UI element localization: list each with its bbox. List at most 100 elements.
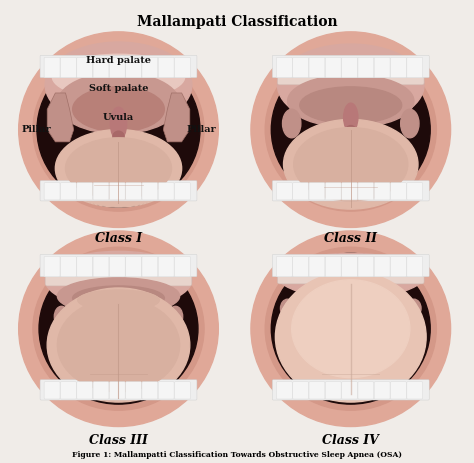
- Ellipse shape: [37, 52, 200, 207]
- FancyBboxPatch shape: [61, 257, 76, 277]
- FancyBboxPatch shape: [93, 257, 109, 277]
- Ellipse shape: [168, 307, 182, 327]
- Ellipse shape: [113, 131, 124, 143]
- Ellipse shape: [277, 44, 424, 125]
- Ellipse shape: [57, 298, 180, 392]
- FancyBboxPatch shape: [126, 57, 142, 78]
- Polygon shape: [47, 93, 73, 142]
- FancyBboxPatch shape: [407, 257, 423, 277]
- FancyBboxPatch shape: [93, 182, 109, 200]
- FancyBboxPatch shape: [174, 257, 191, 277]
- FancyBboxPatch shape: [276, 257, 292, 277]
- Ellipse shape: [346, 125, 356, 136]
- FancyBboxPatch shape: [358, 182, 374, 200]
- FancyBboxPatch shape: [109, 257, 125, 277]
- Ellipse shape: [45, 251, 192, 308]
- FancyBboxPatch shape: [158, 57, 174, 78]
- Ellipse shape: [47, 288, 190, 402]
- FancyBboxPatch shape: [77, 382, 92, 399]
- FancyBboxPatch shape: [293, 57, 309, 78]
- FancyBboxPatch shape: [293, 182, 309, 200]
- FancyBboxPatch shape: [374, 382, 390, 399]
- FancyBboxPatch shape: [309, 182, 325, 200]
- FancyBboxPatch shape: [309, 382, 325, 399]
- Ellipse shape: [288, 75, 414, 128]
- Ellipse shape: [281, 299, 295, 318]
- FancyBboxPatch shape: [407, 382, 423, 399]
- FancyBboxPatch shape: [391, 257, 406, 277]
- FancyBboxPatch shape: [77, 257, 92, 277]
- Ellipse shape: [33, 247, 204, 410]
- FancyBboxPatch shape: [93, 57, 109, 78]
- Text: Class I: Class I: [95, 232, 142, 245]
- FancyBboxPatch shape: [273, 380, 429, 400]
- FancyBboxPatch shape: [44, 257, 60, 277]
- Text: Pillar: Pillar: [21, 125, 51, 134]
- Text: Class III: Class III: [89, 434, 148, 447]
- FancyBboxPatch shape: [142, 257, 158, 277]
- FancyBboxPatch shape: [391, 182, 406, 200]
- FancyBboxPatch shape: [109, 182, 125, 200]
- FancyBboxPatch shape: [126, 182, 142, 200]
- FancyBboxPatch shape: [44, 182, 60, 200]
- FancyBboxPatch shape: [325, 257, 341, 277]
- FancyBboxPatch shape: [126, 382, 142, 399]
- Ellipse shape: [265, 48, 437, 211]
- FancyBboxPatch shape: [45, 257, 192, 286]
- Ellipse shape: [401, 109, 419, 138]
- FancyBboxPatch shape: [61, 182, 76, 200]
- Ellipse shape: [73, 286, 164, 310]
- FancyBboxPatch shape: [309, 57, 325, 78]
- FancyBboxPatch shape: [374, 182, 390, 200]
- FancyBboxPatch shape: [77, 182, 92, 200]
- Ellipse shape: [110, 107, 127, 140]
- Ellipse shape: [18, 231, 219, 426]
- FancyBboxPatch shape: [342, 57, 357, 78]
- FancyBboxPatch shape: [276, 182, 292, 200]
- Ellipse shape: [57, 73, 180, 134]
- FancyBboxPatch shape: [44, 57, 60, 78]
- Ellipse shape: [112, 297, 125, 309]
- FancyBboxPatch shape: [273, 55, 429, 78]
- Text: Uvula: Uvula: [103, 113, 134, 122]
- FancyBboxPatch shape: [293, 382, 309, 399]
- FancyBboxPatch shape: [277, 257, 424, 284]
- FancyBboxPatch shape: [142, 182, 158, 200]
- FancyBboxPatch shape: [126, 257, 142, 277]
- FancyBboxPatch shape: [142, 382, 158, 399]
- FancyBboxPatch shape: [276, 382, 292, 399]
- FancyBboxPatch shape: [309, 257, 325, 277]
- Ellipse shape: [55, 130, 182, 207]
- Ellipse shape: [275, 272, 426, 402]
- FancyBboxPatch shape: [391, 57, 406, 78]
- FancyBboxPatch shape: [158, 382, 174, 399]
- Ellipse shape: [18, 32, 219, 227]
- FancyBboxPatch shape: [273, 181, 429, 201]
- FancyBboxPatch shape: [407, 182, 423, 200]
- Ellipse shape: [294, 128, 408, 201]
- FancyBboxPatch shape: [325, 57, 341, 78]
- Ellipse shape: [251, 32, 451, 227]
- FancyBboxPatch shape: [391, 382, 406, 399]
- FancyBboxPatch shape: [158, 182, 174, 200]
- FancyBboxPatch shape: [342, 182, 357, 200]
- FancyBboxPatch shape: [40, 380, 197, 400]
- FancyBboxPatch shape: [374, 257, 390, 277]
- Ellipse shape: [283, 109, 301, 138]
- FancyBboxPatch shape: [61, 57, 76, 78]
- Ellipse shape: [39, 253, 198, 404]
- Text: Mallampati Classification: Mallampati Classification: [137, 15, 337, 29]
- FancyBboxPatch shape: [109, 382, 125, 399]
- Text: Hard palate: Hard palate: [86, 56, 151, 65]
- FancyBboxPatch shape: [158, 257, 174, 277]
- FancyBboxPatch shape: [93, 382, 109, 399]
- Ellipse shape: [292, 280, 410, 378]
- FancyBboxPatch shape: [407, 57, 423, 78]
- Ellipse shape: [251, 231, 451, 426]
- Ellipse shape: [52, 54, 185, 99]
- Text: Soft palate: Soft palate: [89, 84, 148, 94]
- FancyBboxPatch shape: [174, 382, 191, 399]
- FancyBboxPatch shape: [142, 57, 158, 78]
- FancyBboxPatch shape: [293, 257, 309, 277]
- Text: Class II: Class II: [324, 232, 377, 245]
